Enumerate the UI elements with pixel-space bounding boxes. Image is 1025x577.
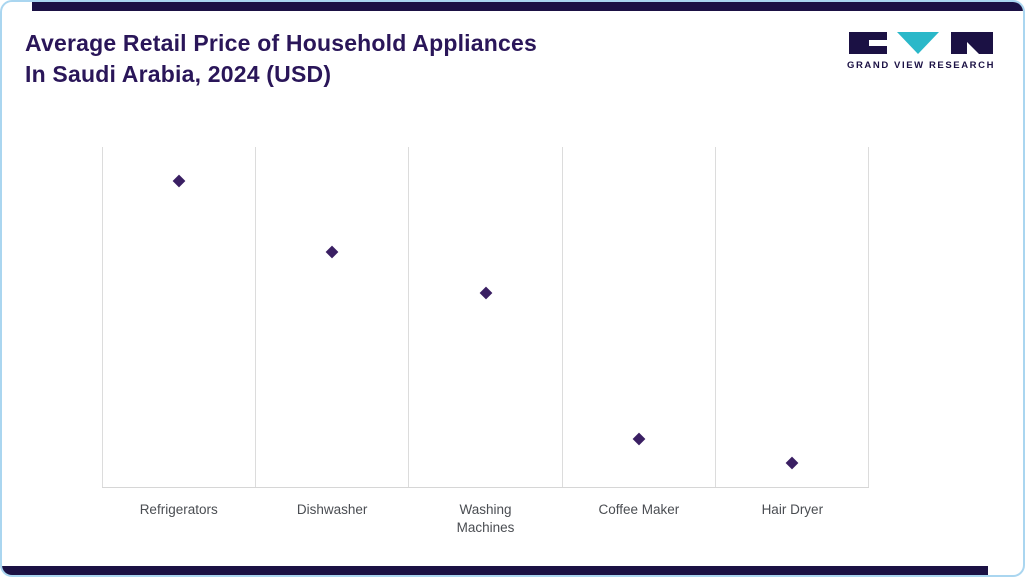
grid-column-4 bbox=[561, 147, 715, 487]
category-label-1: Refrigerators bbox=[139, 502, 218, 517]
category-labels: Refrigerators Dishwasher Washing Machines C… bbox=[102, 501, 869, 537]
page-title: Average Retail Price of Household Applia… bbox=[25, 28, 537, 90]
scatter-chart: Refrigerators Dishwasher Washing Machines C… bbox=[102, 147, 870, 537]
category-label-5: Hair Dryer bbox=[761, 502, 824, 517]
data-point-4 bbox=[632, 433, 646, 446]
top-accent-bar bbox=[32, 2, 1023, 11]
data-point-5 bbox=[785, 456, 799, 470]
bottom-accent-bar bbox=[2, 566, 988, 575]
grid-column-3 bbox=[408, 147, 561, 487]
grid-column-5 bbox=[714, 147, 870, 487]
data-point-2 bbox=[325, 246, 339, 259]
category-label-4: Coffee Maker bbox=[598, 502, 680, 517]
page-title-line2: In Saudi Arabia, 2024 (USD) bbox=[25, 61, 332, 87]
data-point-1 bbox=[172, 174, 186, 188]
page-title-line1: Average Retail Price of Household Applia… bbox=[25, 30, 537, 56]
plot-area bbox=[102, 147, 870, 488]
category-label-2: Dishwasher bbox=[296, 502, 368, 517]
gvr-logo-icon: GRAND VIEW RESEARCH bbox=[847, 32, 995, 71]
grand-view-research-logo: GRAND VIEW RESEARCH bbox=[847, 30, 995, 77]
grid-column-2 bbox=[255, 147, 408, 487]
grid-column-1 bbox=[102, 147, 255, 487]
data-point-3 bbox=[479, 286, 492, 300]
logo-wordmark: GRAND VIEW RESEARCH bbox=[847, 60, 995, 71]
category-label-3: Washing Machines bbox=[456, 502, 515, 535]
